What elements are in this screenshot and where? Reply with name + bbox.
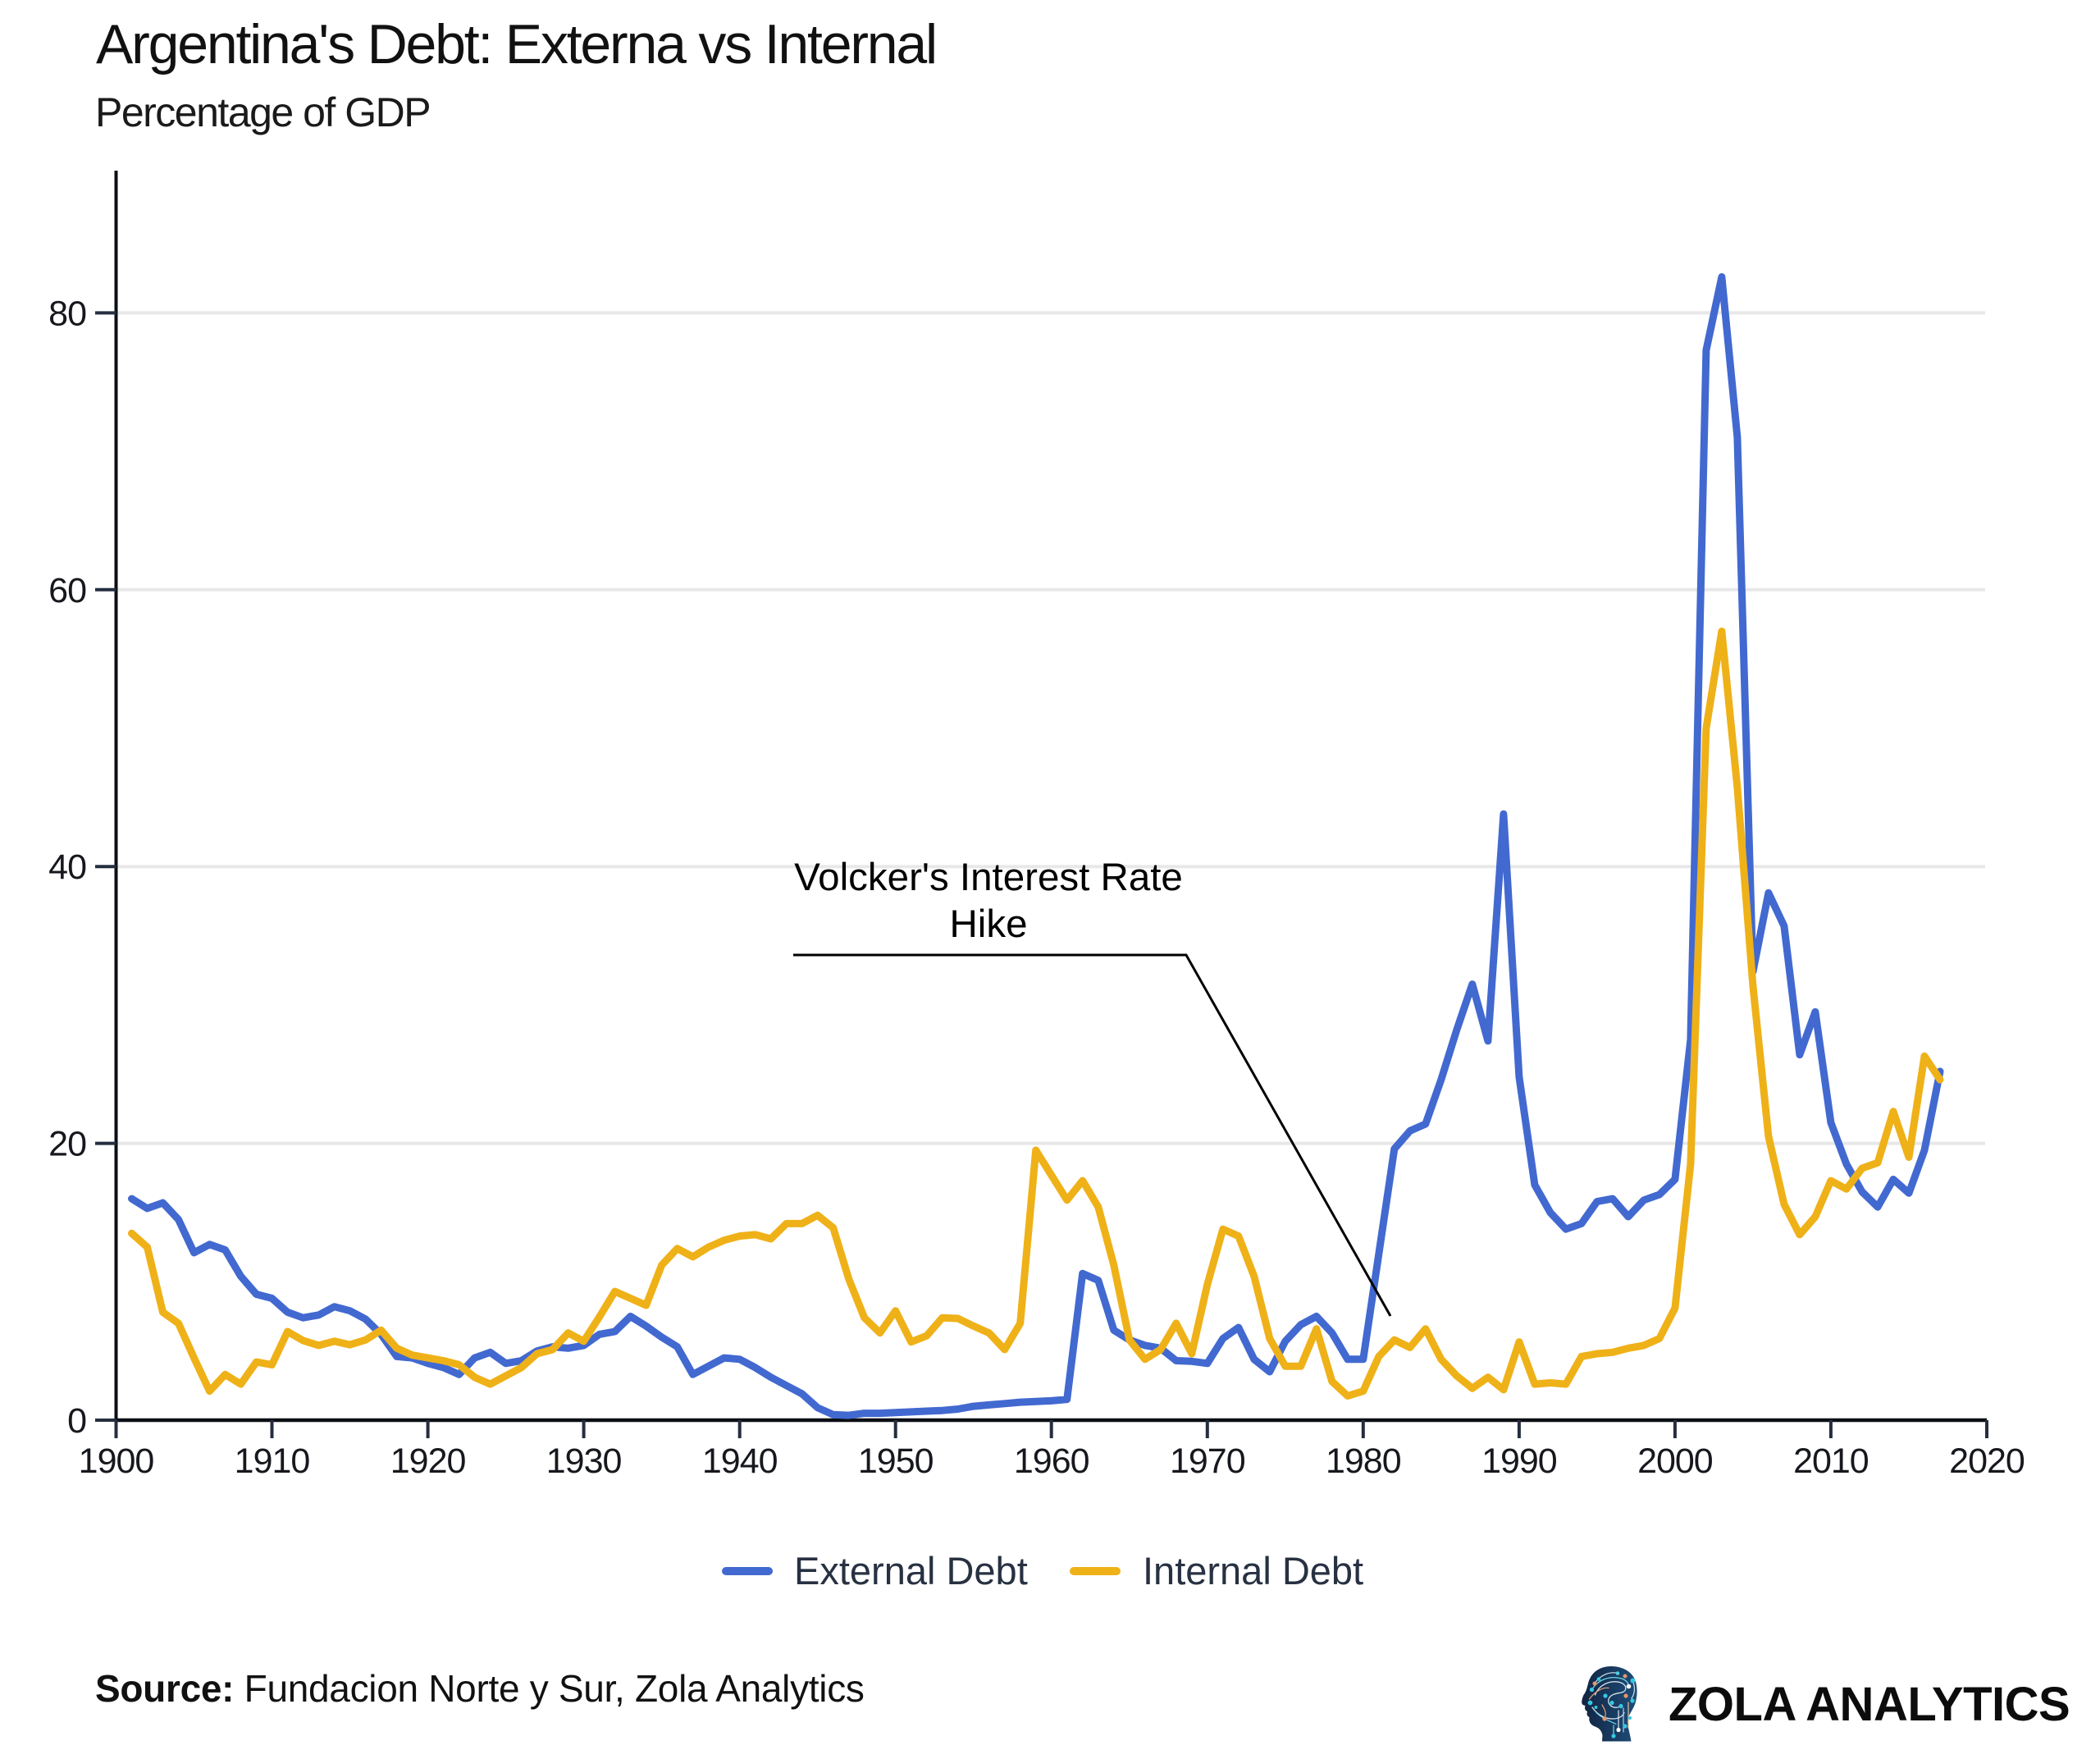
svg-text:1920: 1920: [390, 1441, 466, 1481]
svg-text:20: 20: [48, 1125, 86, 1164]
svg-text:2020: 2020: [1949, 1441, 2025, 1481]
svg-text:1940: 1940: [702, 1441, 778, 1481]
svg-text:1930: 1930: [546, 1441, 622, 1481]
svg-text:1960: 1960: [1014, 1441, 1089, 1481]
svg-text:60: 60: [48, 571, 86, 610]
svg-text:1970: 1970: [1170, 1441, 1245, 1481]
svg-text:80: 80: [48, 294, 86, 333]
svg-text:External Debt: External Debt: [794, 1549, 1028, 1592]
svg-text:1950: 1950: [858, 1441, 934, 1481]
svg-text:Internal Debt: Internal Debt: [1143, 1549, 1363, 1592]
svg-text:2010: 2010: [1793, 1441, 1869, 1481]
svg-text:40: 40: [48, 848, 86, 887]
svg-text:Argentina's Debt: Externa vs I: Argentina's Debt: Externa vs Internal: [96, 13, 936, 75]
svg-text:Volcker's Interest Rate: Volcker's Interest Rate: [794, 856, 1183, 899]
svg-text:1980: 1980: [1326, 1441, 1401, 1481]
svg-text:2000: 2000: [1637, 1441, 1713, 1481]
svg-text:0: 0: [67, 1401, 86, 1441]
svg-text:Percentage of GDP: Percentage of GDP: [95, 89, 430, 135]
svg-text:1990: 1990: [1481, 1441, 1557, 1481]
svg-text:ZOLA ANALYTICS: ZOLA ANALYTICS: [1669, 1678, 2070, 1731]
svg-text:1910: 1910: [235, 1441, 310, 1481]
svg-text:Hike: Hike: [949, 902, 1027, 946]
svg-text:1900: 1900: [79, 1441, 154, 1481]
svg-text:Source: Fundacion Norte y Sur,: Source: Fundacion Norte y Sur, Zola Anal…: [95, 1667, 865, 1710]
